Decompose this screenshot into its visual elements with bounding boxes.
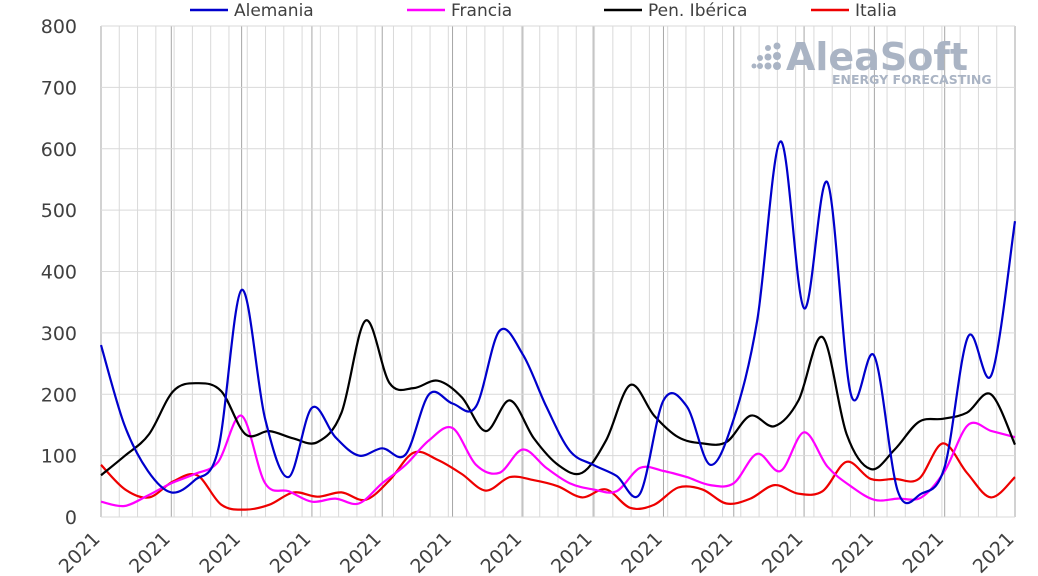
grid bbox=[100, 25, 1016, 518]
watermark-tagline: ENERGY FORECASTING bbox=[832, 72, 992, 87]
y-axis: 0 100 200 300 400 500 600 700 800 bbox=[41, 16, 77, 529]
x-tick-label: 2021 bbox=[547, 528, 597, 576]
legend-label-alemania: Alemania bbox=[234, 1, 314, 21]
x-tick-label: 2021 bbox=[195, 528, 245, 576]
y-tick-label: 600 bbox=[41, 139, 77, 161]
x-tick-label: 2021 bbox=[758, 528, 808, 576]
y-tick-label: 700 bbox=[41, 77, 77, 99]
x-tick-label: 2021 bbox=[969, 528, 1019, 576]
series-line-francia bbox=[100, 414, 1016, 508]
series-lines bbox=[99, 140, 1017, 511]
y-tick-label: 500 bbox=[41, 200, 77, 222]
x-tick-label: 2021 bbox=[406, 528, 456, 576]
series-line-alemania bbox=[99, 140, 1017, 505]
x-tick-label: 2021 bbox=[828, 528, 878, 576]
y-tick-label: 800 bbox=[41, 16, 77, 38]
aleasoft-logo-icon bbox=[751, 42, 781, 70]
legend-label-francia: Francia bbox=[451, 1, 512, 21]
x-tick-label: 2021 bbox=[898, 528, 948, 576]
x-tick-label: 2021 bbox=[477, 528, 527, 576]
x-tick-label: 2021 bbox=[688, 528, 738, 576]
y-tick-label: 100 bbox=[41, 446, 77, 468]
y-tick-label: 200 bbox=[41, 384, 77, 406]
x-tick-label: 2021 bbox=[336, 528, 386, 576]
series-line-pen-iberica bbox=[100, 319, 1017, 477]
x-axis: 2021 2021 2021 2021 2021 2021 2021 2021 2021 2021… bbox=[55, 528, 1019, 576]
x-tick-label: 2021 bbox=[266, 528, 316, 576]
legend-label-pen-iberica: Pen. Ibérica bbox=[648, 1, 747, 21]
aleasoft-watermark: AleaSoft ENERGY FORECASTING bbox=[751, 35, 992, 87]
legend-label-italia: Italia bbox=[855, 1, 897, 21]
x-tick-label: 2021 bbox=[617, 528, 667, 576]
x-tick-label: 2021 bbox=[55, 528, 105, 576]
x-tick-label: 2021 bbox=[125, 528, 175, 576]
series-line-italia bbox=[100, 442, 1016, 511]
y-tick-label: 300 bbox=[41, 323, 77, 345]
y-tick-label: 400 bbox=[41, 262, 77, 284]
y-tick-label: 0 bbox=[65, 507, 77, 529]
watermark-name: AleaSoft bbox=[786, 35, 968, 79]
legend: Alemania Francia Pen. Ibérica Italia bbox=[190, 1, 897, 21]
